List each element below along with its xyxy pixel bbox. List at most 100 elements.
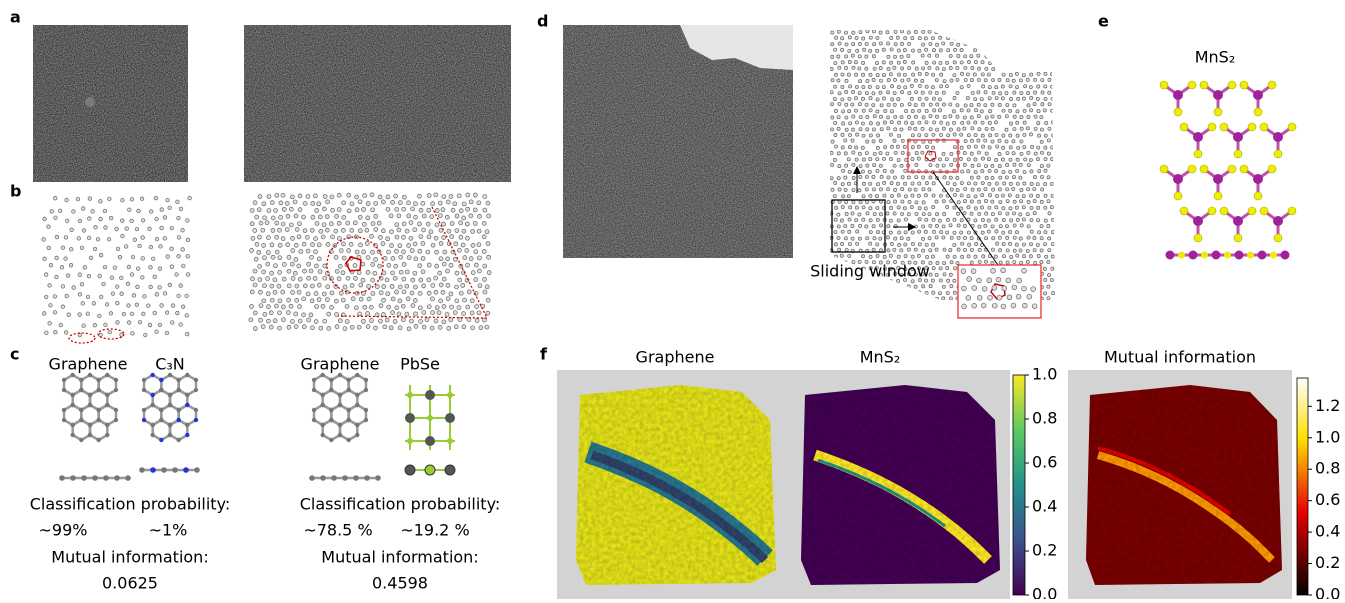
- atom: [386, 237, 390, 241]
- atom: [417, 194, 421, 198]
- material-label: Graphene: [49, 355, 128, 374]
- atom: [1009, 170, 1012, 173]
- atom: [64, 257, 68, 261]
- atom: [950, 42, 953, 45]
- atom: [837, 213, 840, 216]
- atom: [374, 257, 378, 261]
- atom: [483, 195, 487, 199]
- atom: [159, 438, 163, 442]
- atom: [862, 195, 865, 198]
- atom: [422, 311, 426, 315]
- atom: [329, 418, 333, 422]
- atom: [988, 169, 991, 172]
- atom: [929, 91, 932, 94]
- atom: [998, 139, 1001, 142]
- atom: [1048, 78, 1051, 81]
- atom: [158, 267, 162, 271]
- atom: [977, 30, 980, 33]
- atom: [845, 164, 848, 167]
- atom: [981, 181, 984, 184]
- atom: [363, 194, 367, 198]
- atom: [269, 311, 273, 315]
- atom: [315, 305, 319, 309]
- atom: [418, 291, 422, 295]
- atom: [985, 67, 988, 70]
- atom: [931, 73, 934, 76]
- atom: [168, 373, 172, 377]
- atom: [861, 122, 864, 125]
- atom: [998, 152, 1001, 155]
- atom: [353, 264, 357, 268]
- atom: [87, 217, 91, 221]
- atom: [482, 235, 486, 239]
- atom: [1037, 109, 1040, 112]
- atom: [1174, 192, 1182, 200]
- atom: [1188, 165, 1196, 173]
- atom: [932, 267, 935, 270]
- atom: [980, 206, 983, 209]
- atom: [1045, 255, 1048, 258]
- atom: [459, 235, 463, 239]
- atom: [250, 208, 254, 212]
- atom: [144, 333, 148, 337]
- atom: [475, 319, 479, 323]
- atom: [981, 231, 984, 234]
- atom: [911, 122, 914, 125]
- atom: [953, 74, 956, 77]
- atom: [952, 121, 955, 124]
- atom: [1006, 151, 1009, 154]
- atom: [995, 158, 998, 161]
- atom: [970, 139, 973, 142]
- atom: [956, 212, 959, 215]
- atom: [1001, 158, 1004, 161]
- atom: [295, 284, 299, 288]
- atom: [390, 230, 394, 234]
- atom: [55, 235, 59, 239]
- atom: [830, 163, 833, 166]
- atom: [80, 283, 84, 287]
- atom: [977, 151, 980, 154]
- atom: [1023, 170, 1026, 173]
- panel-label: a: [10, 8, 21, 27]
- atom: [876, 122, 879, 125]
- atom: [943, 212, 946, 215]
- atom: [876, 86, 879, 89]
- atom: [865, 55, 868, 58]
- atom: [866, 164, 869, 167]
- atom: [290, 195, 294, 199]
- atom: [988, 61, 991, 64]
- atom: [876, 110, 879, 113]
- atom: [176, 378, 180, 382]
- atom: [431, 311, 435, 315]
- atom: [387, 263, 391, 267]
- atom: [295, 227, 299, 231]
- atom: [1040, 260, 1043, 263]
- atom: [483, 264, 487, 268]
- atom: [78, 333, 82, 337]
- atom: [44, 273, 48, 277]
- atom: [1013, 249, 1016, 252]
- atom: [883, 169, 886, 172]
- atom: [1023, 85, 1026, 88]
- atom: [1044, 146, 1047, 149]
- atom: [166, 198, 170, 202]
- atom: [978, 260, 981, 263]
- atom: [960, 72, 963, 75]
- atom: [343, 327, 347, 331]
- atom: [900, 297, 903, 300]
- atom: [918, 291, 921, 294]
- atom: [1047, 30, 1050, 33]
- atom: [79, 378, 83, 382]
- atom: [250, 305, 254, 309]
- atom: [974, 219, 977, 222]
- atom: [1016, 195, 1019, 198]
- atom: [994, 121, 997, 124]
- atom: [266, 251, 270, 255]
- atom: [434, 290, 438, 294]
- atom: [128, 208, 132, 212]
- atom: [105, 393, 109, 397]
- atom: [865, 297, 868, 300]
- atom: [312, 408, 316, 412]
- atom: [1031, 287, 1036, 292]
- atom: [858, 67, 861, 70]
